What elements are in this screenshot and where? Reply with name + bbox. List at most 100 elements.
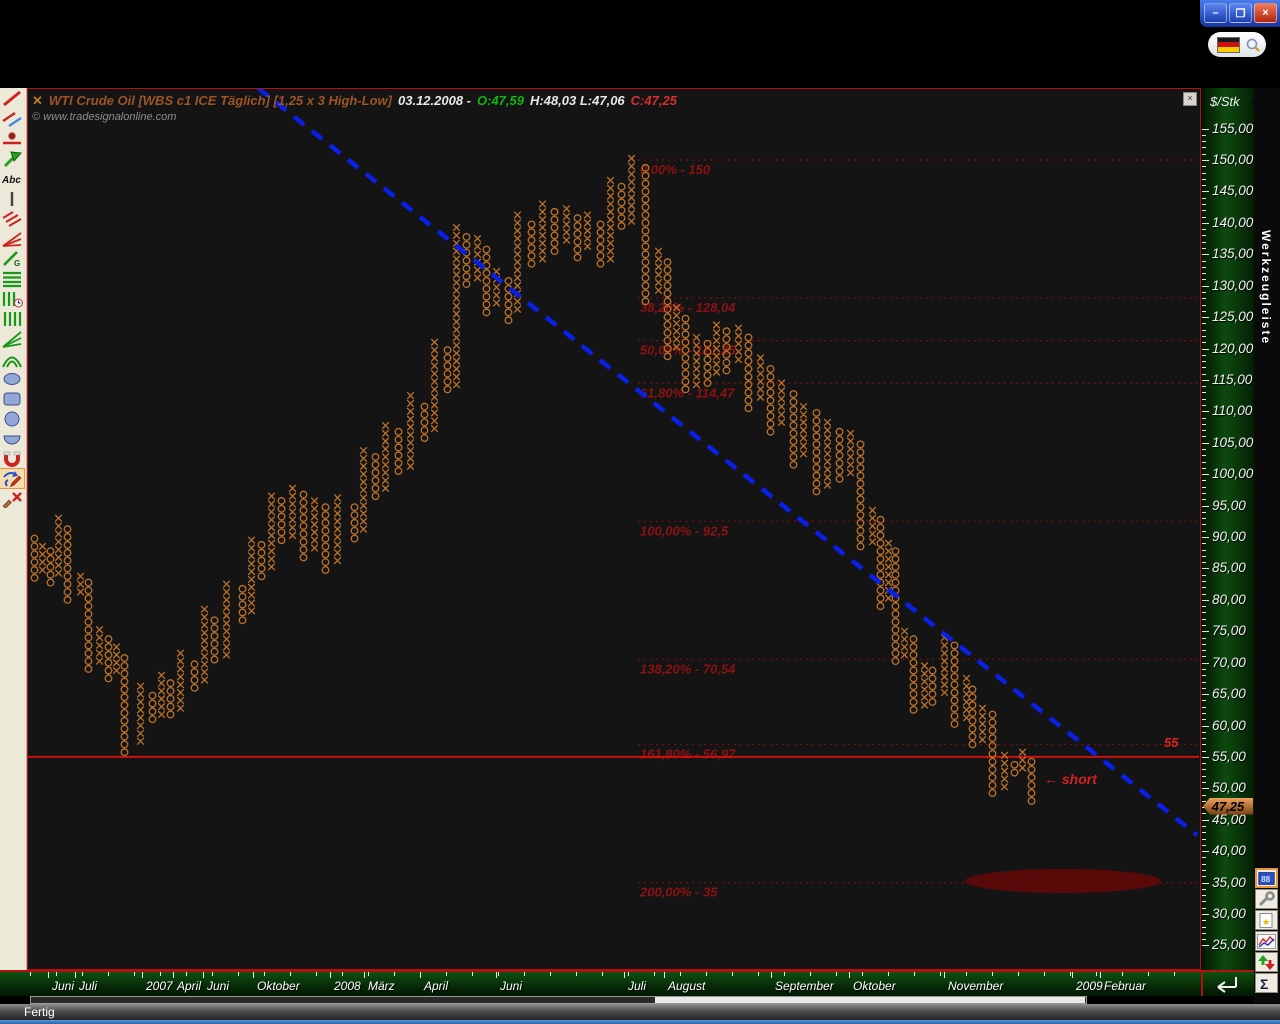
price-tick <box>1202 618 1206 620</box>
sum-sigma-button[interactable]: Σ <box>1255 973 1278 993</box>
horizontal-scrollbar[interactable] <box>30 996 1087 1004</box>
price-tick <box>1202 574 1206 576</box>
return-arrow-icon[interactable] <box>1212 972 1246 996</box>
text-tool[interactable]: Abc <box>0 169 24 188</box>
close-button[interactable]: × <box>1254 3 1277 23</box>
edit-mode-tool[interactable] <box>0 468 25 489</box>
price-tick <box>1202 222 1209 224</box>
horizontal-line-tool[interactable] <box>0 129 24 148</box>
price-tick <box>1202 241 1206 243</box>
vertical-line-tool[interactable] <box>0 189 24 208</box>
fib-level-label: 138,20% - 70,54 <box>640 661 736 676</box>
price-tick <box>1202 486 1206 488</box>
price-tick-label: 140,00 <box>1212 214 1254 230</box>
magnet-tool[interactable] <box>0 449 24 468</box>
delete-drawings-tool[interactable] <box>0 489 24 508</box>
time-axis-label: August <box>668 979 706 993</box>
axis-unit-dropdown-icon[interactable]: ▼ <box>1249 97 1254 106</box>
arc-tool[interactable] <box>0 429 24 448</box>
fib-level-label: 50,00% - 121,25 <box>640 343 736 358</box>
time-tick <box>342 972 343 976</box>
time-lines-tool[interactable] <box>0 309 24 328</box>
price-tick <box>1202 807 1206 809</box>
speed-lines-icon <box>2 210 22 227</box>
time-tick <box>888 972 889 976</box>
time-tick <box>472 972 473 976</box>
vertical-line-icon <box>10 191 14 206</box>
chart-symbol-close-icon[interactable]: ✕ <box>32 93 43 108</box>
price-tick <box>1202 411 1209 413</box>
price-tick <box>1202 939 1206 941</box>
chart-date: 03.12.2008 - <box>398 93 472 108</box>
time-tick <box>1148 972 1149 976</box>
price-tick <box>1202 637 1206 639</box>
restore-button[interactable]: ❐ <box>1229 3 1252 23</box>
fibonacci-retracement-tool[interactable] <box>0 269 24 288</box>
gann-line-tool[interactable]: G <box>0 249 24 268</box>
time-tick <box>108 972 109 976</box>
fib-level-label: 0,00% - 150 <box>640 162 711 177</box>
price-tick <box>1202 335 1206 337</box>
arrow-tool[interactable] <box>0 149 24 168</box>
price-tick <box>1202 668 1206 670</box>
time-tick <box>862 972 863 976</box>
price-tick <box>1202 819 1209 821</box>
price-tick <box>1202 568 1209 570</box>
ellipse-tool[interactable] <box>0 369 24 388</box>
price-tick <box>1202 530 1206 532</box>
minimize-button[interactable]: – <box>1204 3 1227 23</box>
time-axis-label: Juni <box>500 979 523 993</box>
fan-lines-tool[interactable] <box>0 229 24 248</box>
price-tick <box>1202 851 1209 853</box>
time-tick <box>30 972 31 976</box>
fibonacci-time-zones-tool[interactable] <box>0 289 24 308</box>
price-tick <box>1202 461 1206 463</box>
price-tick <box>1202 373 1206 375</box>
circle-tool[interactable] <box>0 409 24 428</box>
speed-lines-tool[interactable] <box>0 209 24 228</box>
instrument-title: WTI Crude Oil [WBS c1 ICE Täglich] [1,25… <box>48 93 392 108</box>
price-tick-label: 105,00 <box>1212 434 1254 450</box>
price-tick <box>1202 342 1206 344</box>
price-axis[interactable]: $/Stk ▼ 25,00 30,00 35,00 40,00 45,00 50,00 55… <box>1202 88 1254 970</box>
price-tick <box>1202 505 1209 507</box>
parallel-channel-icon <box>2 111 22 127</box>
table-view-button[interactable]: 88 <box>1255 868 1278 888</box>
price-tick <box>1202 417 1206 419</box>
new-document-button[interactable]: ★ <box>1255 910 1278 930</box>
price-tick <box>1202 423 1206 425</box>
fibonacci-arcs-tool[interactable] <box>0 349 24 368</box>
long-short-arrows-button[interactable] <box>1255 952 1278 972</box>
svg-text:G: G <box>14 259 20 268</box>
time-axis[interactable]: Juni Juli 2007 April Juni Oktober 2008 März Apri… <box>0 970 1254 996</box>
price-tick <box>1202 543 1206 545</box>
chart-canvas[interactable]: 0,00% - 150 38,20% - 128,04 50,00% - 121,2… <box>27 88 1201 970</box>
time-tick <box>966 972 967 976</box>
chart-close-button[interactable]: × <box>1183 92 1197 106</box>
tools-wrench-button[interactable] <box>1255 889 1278 909</box>
price-tick <box>1202 744 1206 746</box>
language-selector[interactable] <box>1208 32 1266 57</box>
parallel-channel-tool[interactable] <box>0 109 24 128</box>
indicator-chart-button[interactable] <box>1255 931 1278 951</box>
time-tick <box>1122 972 1123 976</box>
browser-top-bar: – ❐ × <box>0 0 1280 88</box>
price-tick <box>1202 712 1206 714</box>
price-tick <box>1202 687 1206 689</box>
scrollbar-thumb[interactable] <box>655 997 1085 1003</box>
price-tick <box>1202 160 1209 161</box>
fibonacci-fan-tool[interactable] <box>0 329 24 348</box>
price-tick <box>1202 298 1206 300</box>
drawing-toolbar: Abc G <box>0 88 27 970</box>
toolbar-panel-title: Werkzeugleiste <box>1259 230 1273 346</box>
price-tick <box>1202 794 1206 796</box>
trendline <box>256 89 1199 837</box>
rectangle-tool[interactable] <box>0 389 24 408</box>
svg-text:88: 88 <box>1261 875 1271 884</box>
fib-level-label: 161,80% - 56,97 <box>640 747 736 762</box>
indicator-chart-icon <box>1257 933 1276 949</box>
trendline-tool[interactable] <box>0 89 24 108</box>
price-tick-label: 30,00 <box>1212 906 1246 922</box>
price-tick <box>1202 926 1206 928</box>
price-tick <box>1202 914 1209 916</box>
